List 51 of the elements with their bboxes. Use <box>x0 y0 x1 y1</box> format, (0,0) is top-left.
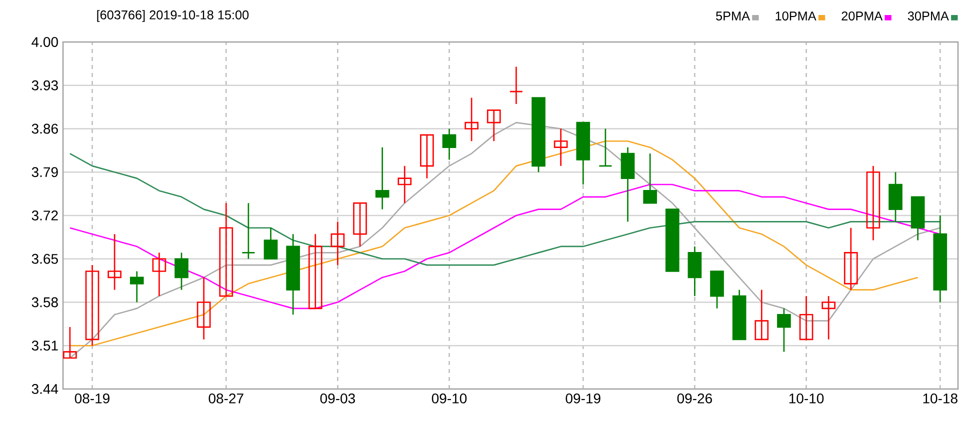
candlestick <box>866 165 880 241</box>
x-tick-label: 09-10 <box>432 393 467 404</box>
candlestick <box>799 295 814 340</box>
candlestick <box>598 128 612 167</box>
y-tick-label: 3.86 <box>32 124 58 134</box>
candlestick <box>219 202 234 297</box>
legend-label: 5PMA <box>716 12 750 20</box>
candlestick <box>754 289 769 340</box>
x-tick-label: 08-19 <box>74 393 110 404</box>
candlestick <box>152 252 166 297</box>
candlestick <box>844 227 858 291</box>
y-tick-label: 3.58 <box>32 297 58 308</box>
candlestick <box>264 227 278 260</box>
candlestick <box>196 276 211 340</box>
x-tick-label: 10-18 <box>923 393 958 404</box>
x-tick-label: 09-26 <box>677 393 712 404</box>
candlestick <box>308 233 322 310</box>
y-tick-label: 3.51 <box>32 340 58 351</box>
candlestick <box>353 202 367 248</box>
candlestick <box>464 97 478 142</box>
candlestick <box>822 295 836 340</box>
x-tick-label: 09-19 <box>566 393 600 404</box>
chart-title: [603766] 2019-10-18 15:00 <box>97 10 249 22</box>
candlestick <box>643 152 657 204</box>
candlestick <box>398 165 412 204</box>
candlestick <box>242 202 256 260</box>
legend-label: 10PMA <box>776 12 816 20</box>
x-tick-label: 08-27 <box>208 393 244 404</box>
candlestick <box>108 233 122 291</box>
candlestick <box>63 326 77 359</box>
candlestick <box>777 308 791 352</box>
candlestick <box>330 221 345 266</box>
candlestick <box>554 128 568 167</box>
candlestick <box>85 264 100 346</box>
y-tick-label: 3.72 <box>32 210 58 220</box>
x-tick-label: 10-10 <box>789 393 824 404</box>
legend-label: 30PMA <box>908 12 949 20</box>
y-tick-label: 3.79 <box>32 167 58 178</box>
y-tick-label: 4.00 <box>32 37 58 47</box>
candlestick <box>420 134 434 179</box>
legend-label: 20PMA <box>842 12 883 20</box>
candlestick <box>486 109 501 142</box>
y-tick-label: 3.93 <box>32 80 58 90</box>
candlestick <box>174 252 188 291</box>
candlestick <box>375 146 390 210</box>
y-tick-label: 3.44 <box>32 384 58 394</box>
candlestick <box>509 66 524 105</box>
y-tick-label: 3.65 <box>32 254 58 264</box>
x-tick-label: 09-03 <box>320 393 355 404</box>
candlestick <box>130 270 144 303</box>
candlestick <box>442 128 456 160</box>
